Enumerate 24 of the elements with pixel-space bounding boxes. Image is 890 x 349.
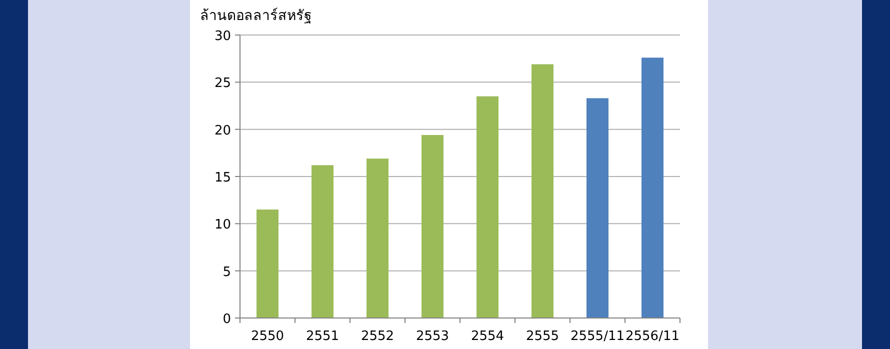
y-tick-label: 15: [214, 170, 231, 186]
y-tick-label: 10: [214, 218, 231, 233]
x-tick-label: 2555/11: [570, 329, 625, 344]
y-tick-label: 20: [214, 123, 231, 138]
bar: [476, 96, 498, 318]
x-tick-label: 2554: [470, 329, 504, 344]
bar: [312, 165, 334, 318]
x-tick-label: 2550: [250, 329, 284, 344]
y-tick-label: 5: [222, 264, 231, 280]
bar: [256, 210, 278, 318]
bar: [366, 158, 388, 318]
bar: [422, 134, 444, 318]
bar: [532, 64, 554, 318]
x-tick-label: 2552: [360, 329, 394, 344]
x-tick-label: 2555: [526, 329, 560, 344]
x-tick-label: 2551: [306, 329, 340, 344]
x-tick-label: 2553: [416, 329, 450, 344]
y-tick-label: 30: [214, 29, 231, 44]
bar: [586, 98, 608, 318]
x-tick-label: 2556/11: [625, 329, 680, 344]
y-tick-label: 0: [222, 312, 231, 327]
y-axis-title: ล้านดอลลาร์สหรัฐ: [200, 7, 312, 24]
y-tick-label: 25: [214, 76, 231, 92]
bar: [642, 58, 664, 318]
